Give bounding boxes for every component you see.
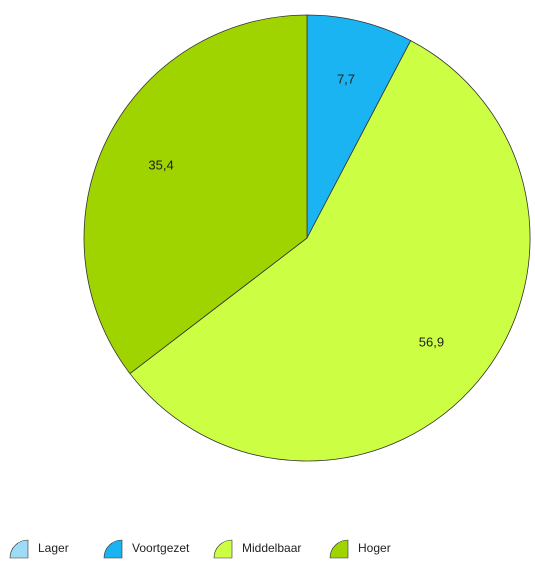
legend-label: Lager — [38, 541, 69, 555]
data-label: 7,7 — [337, 71, 355, 86]
pie: 7,7 56,9 35,4 — [83, 14, 531, 462]
legend-icon — [213, 539, 233, 559]
legend-label: Voortgezet — [132, 541, 190, 555]
data-label: 56,9 — [419, 334, 444, 349]
pie-slice — [83, 14, 308, 375]
legend-label: Hoger — [358, 541, 391, 555]
legend-icon — [9, 539, 29, 559]
data-label: 35,4 — [148, 157, 173, 172]
pie-slice — [129, 40, 531, 462]
legend: Lager Voortgezet Middelbaar Hoger — [9, 539, 391, 559]
legend-icon — [329, 539, 349, 559]
pie-slice — [306, 14, 412, 239]
legend-icon — [103, 539, 123, 559]
legend-label: Middelbaar — [242, 541, 301, 555]
